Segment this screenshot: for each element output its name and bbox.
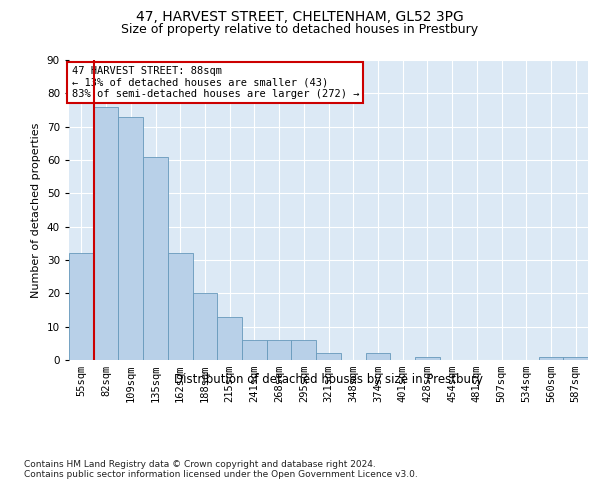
Bar [415, 356, 440, 360]
Bar [267, 340, 292, 360]
Text: 47, HARVEST STREET, CHELTENHAM, GL52 3PG: 47, HARVEST STREET, CHELTENHAM, GL52 3PG [136, 10, 464, 24]
Text: Contains HM Land Registry data © Crown copyright and database right 2024.
Contai: Contains HM Land Registry data © Crown c… [24, 460, 418, 479]
Bar [69, 254, 94, 360]
Bar [94, 106, 118, 360]
Bar [193, 294, 217, 360]
Bar [563, 356, 588, 360]
Y-axis label: Number of detached properties: Number of detached properties [31, 122, 41, 298]
Text: Size of property relative to detached houses in Prestbury: Size of property relative to detached ho… [121, 22, 479, 36]
Bar [365, 354, 390, 360]
Bar [143, 156, 168, 360]
Bar [118, 116, 143, 360]
Bar [539, 356, 563, 360]
Text: 47 HARVEST STREET: 88sqm
← 13% of detached houses are smaller (43)
83% of semi-d: 47 HARVEST STREET: 88sqm ← 13% of detach… [71, 66, 359, 99]
Bar [242, 340, 267, 360]
Bar [316, 354, 341, 360]
Bar [292, 340, 316, 360]
Bar [217, 316, 242, 360]
Text: Distribution of detached houses by size in Prestbury: Distribution of detached houses by size … [175, 372, 484, 386]
Bar [168, 254, 193, 360]
